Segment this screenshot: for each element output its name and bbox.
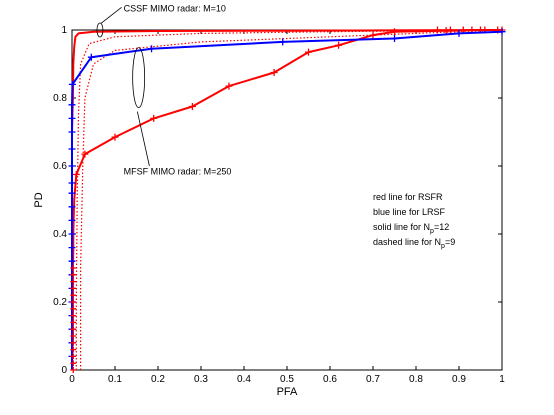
series-point-0 (70, 326, 77, 333)
legend-line-1: blue line for LRSF (373, 207, 446, 217)
series-point-0 (70, 278, 77, 285)
series-point-4 (279, 38, 287, 46)
series-point-0 (70, 271, 77, 278)
y-axis-label: PD (33, 192, 45, 207)
legend-line-text: blue line for LRSF (373, 207, 446, 217)
series-point-4 (391, 35, 398, 42)
series-point-4 (455, 29, 463, 37)
series-point-0 (335, 41, 343, 49)
series-point-0 (70, 312, 77, 319)
x-tick-label: 0.9 (452, 374, 466, 385)
annotation-cssf: CSSF MIMO radar: M=10 (124, 3, 226, 13)
series-point-0 (70, 285, 77, 292)
legend-line-post: =9 (445, 237, 455, 247)
series-point-0 (70, 299, 77, 305)
series-point-4 (68, 80, 76, 88)
legend-line-2: solid line for Np=12 (373, 222, 449, 235)
series-line-3 (80, 29, 503, 370)
series-point-0 (150, 114, 158, 122)
series-point-0 (70, 339, 77, 346)
series-point-4 (68, 101, 76, 109)
x-tick-label: 0.6 (323, 374, 337, 385)
series-point-0 (188, 103, 196, 110)
y-tick-label: 0.6 (53, 161, 67, 172)
annotation-mfsf-ellipse (132, 47, 146, 108)
series-point-0 (81, 150, 89, 158)
legend-line-text: solid line for N (373, 222, 430, 232)
x-tick-label: 0.4 (237, 374, 251, 385)
series-point-4 (68, 189, 76, 197)
series-point-0 (70, 367, 77, 373)
series-point-4 (148, 45, 156, 53)
series-point-0 (111, 133, 119, 141)
x-tick-label: 1 (499, 374, 505, 385)
y-tick-label: 0.4 (53, 229, 67, 240)
x-tick-label: 0.1 (108, 374, 122, 385)
x-tick-label: 0.3 (194, 374, 208, 385)
x-tick-label: 0.5 (280, 374, 294, 385)
y-tick-label: 0 (61, 365, 67, 376)
series-point-4 (68, 216, 76, 224)
series-point-4 (68, 114, 76, 122)
series-point-4 (68, 145, 76, 153)
x-tick-label: 0.8 (409, 374, 423, 385)
series-point-0 (70, 360, 77, 367)
series-point-0 (70, 305, 77, 312)
series-point-0 (270, 69, 278, 76)
series-point-0 (70, 265, 77, 271)
series-point-4 (68, 179, 76, 187)
series-point-4 (68, 162, 76, 170)
series-line-2 (75, 29, 503, 370)
series-point-0 (225, 82, 233, 90)
x-tick-label: 0.2 (151, 374, 165, 385)
legend-line-post: =12 (434, 222, 449, 232)
legend-line-0: red line for RSFR (373, 192, 443, 202)
x-tick-label: 0.7 (366, 374, 380, 385)
legend-line-sub: p (430, 228, 434, 235)
series-point-4 (68, 128, 76, 136)
annotation-cssf-ellipse (96, 22, 104, 38)
annotation-mfsf-arrow (136, 111, 150, 167)
legend-line-sub: p (441, 243, 445, 250)
series-point-0 (305, 48, 312, 56)
legend-line-text: dashed line for N (373, 237, 441, 247)
series-point-4 (498, 28, 506, 36)
series-point-4 (68, 244, 76, 252)
series-point-4 (68, 230, 76, 238)
series-point-0 (70, 346, 77, 353)
series-point-4 (87, 53, 95, 61)
legend-line-3: dashed line for Np=9 (373, 237, 455, 250)
series-point-0 (70, 319, 77, 326)
series-point-0 (70, 292, 77, 299)
annotation-mfsf: MFSF MIMO radar: M=250 (124, 167, 232, 177)
y-tick-label: 1 (61, 25, 67, 36)
annotation-cssf-arrow (100, 6, 122, 24)
legend-line-text: red line for RSFR (373, 192, 443, 202)
x-tick-label: 0 (69, 374, 75, 385)
y-tick-label: 0.8 (53, 93, 67, 104)
series-point-0 (70, 333, 77, 339)
series-point-4 (68, 257, 76, 265)
series-point-0 (72, 171, 80, 178)
y-tick-label: 0.2 (53, 297, 67, 308)
x-axis-label: PFA (277, 386, 298, 398)
series-point-4 (68, 203, 76, 211)
series-point-0 (70, 353, 77, 360)
